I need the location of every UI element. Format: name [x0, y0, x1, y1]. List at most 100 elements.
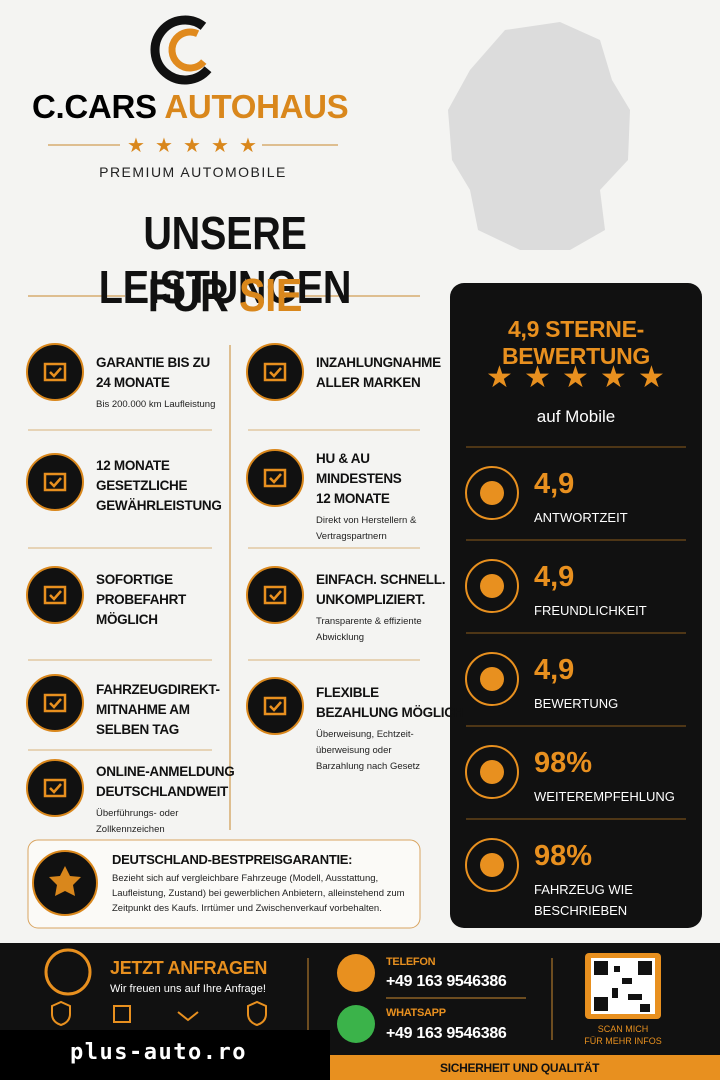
guarantee-text: Bezieht sich auf vergleichbare Fahrzeuge…	[112, 873, 405, 914]
icon	[465, 652, 519, 706]
svg-text:★: ★	[127, 135, 145, 157]
metric-value: 4,9	[534, 468, 575, 500]
rating-heading: 4,9 STERNE-BEWERTUNG	[501, 316, 651, 369]
icon	[43, 585, 67, 605]
icon	[465, 838, 519, 892]
icon	[480, 574, 504, 598]
guarantee-box	[27, 839, 421, 929]
service-title: EINFACH. SCHNELL.	[316, 572, 446, 587]
icon	[263, 585, 287, 605]
svg-text:★: ★	[638, 361, 665, 394]
metric-label: WEITEREMPFEHLUNG	[534, 789, 675, 804]
band-text: SICHERHEIT UND QUALITÄT	[440, 1061, 600, 1075]
rating-panel	[450, 283, 702, 928]
icon	[246, 449, 304, 507]
service-title: FLEXIBLE	[316, 685, 379, 700]
qr-caption: SCAN MICH FÜR MEHR INFOS	[570, 1023, 676, 1047]
map	[448, 22, 630, 250]
brand-part: AUTOHAUS	[164, 88, 349, 125]
service-subtitle: Überweisung, Echtzeit-überweisung oder B…	[316, 729, 421, 772]
service-subtitle: Transparente & effiziente Abwicklung	[316, 616, 422, 643]
dividers	[466, 446, 686, 820]
metric-label: ANTWORTZEIT	[534, 510, 628, 525]
svg-text:★: ★	[211, 135, 229, 157]
service-title: ONLINE-ANMELDUNG	[96, 764, 235, 779]
metric-value: 4,9	[534, 561, 575, 593]
icon	[26, 566, 84, 624]
service-title: MINDESTENS	[316, 471, 402, 486]
icon	[49, 866, 81, 896]
logo	[168, 28, 212, 72]
svg-text:★: ★	[183, 135, 201, 157]
service-subtitle: Direkt von Herstellern & Vertragspartner…	[316, 515, 417, 542]
icon	[246, 677, 304, 735]
icon	[465, 559, 519, 613]
brand-part: C.CARS	[32, 88, 157, 125]
service-title: 12 MONATE	[316, 491, 390, 506]
headline-part: FÜR	[147, 269, 229, 321]
logo	[150, 15, 220, 85]
service-subtitle: Überführungs- oder Zollkennzeichen	[96, 808, 179, 835]
service-title: MÖGLICH	[96, 612, 158, 627]
cta-text: Wir freuen uns auf Ihre Anfrage!	[110, 983, 266, 995]
service-title: SELBEN TAG	[96, 722, 180, 737]
service-title: GEWÄHRLEISTUNG	[96, 498, 222, 513]
icon	[337, 954, 375, 992]
service-title: FAHRZEUGDIREKT-	[96, 682, 220, 697]
icon	[465, 466, 519, 520]
icon	[480, 853, 504, 877]
icon	[337, 1005, 375, 1043]
svg-text:★: ★	[600, 361, 627, 394]
service-title: UNKOMPLIZIERT.	[316, 592, 426, 607]
icon	[480, 667, 504, 691]
watermark: plus-auto.ro	[70, 1040, 247, 1065]
service-subtitle: Bis 200.000 km Laufleistung	[96, 399, 216, 410]
headline: UNSERE LEISTUNGEN	[98, 207, 352, 313]
dividers	[28, 429, 420, 751]
svg-text:★: ★	[486, 361, 513, 394]
icon	[263, 362, 287, 382]
icon	[480, 481, 504, 505]
metric-label: FAHRZEUG WIE BESCHRIEBEN	[534, 882, 633, 918]
service-title: SOFORTIGE	[96, 572, 173, 587]
phone: +49 163 9546386	[386, 973, 507, 990]
icon	[263, 468, 287, 488]
icon	[246, 343, 304, 401]
brand-name: C.CARS AUTOHAUS	[32, 88, 349, 126]
icon	[263, 696, 287, 716]
headline-part: SIE	[239, 269, 303, 321]
metric-value: 4,9	[534, 654, 575, 686]
icon	[26, 759, 84, 817]
service-title: BEZAHLUNG MÖGLICH	[316, 705, 464, 720]
icon	[26, 343, 84, 401]
service-title: PROBEFAHRT	[96, 592, 187, 607]
service-title: GARANTIE BIS ZU	[96, 355, 211, 370]
icons	[51, 1000, 267, 1027]
icon	[26, 674, 84, 732]
icon	[26, 453, 84, 511]
icon	[43, 778, 67, 798]
service-title: 12 MONATE	[96, 458, 170, 473]
service-title: 24 MONATE	[96, 375, 170, 390]
metric-value: 98%	[534, 747, 593, 779]
qr-caption-line: SCAN MICH	[597, 1024, 649, 1034]
service-title: INZAHLUNGNAHME	[316, 355, 441, 370]
icon	[480, 760, 504, 784]
stars: ★ ★ ★ ★ ★	[127, 135, 257, 157]
service-title: GESETZLICHE	[96, 478, 188, 493]
watermark-bg	[0, 1030, 330, 1080]
qr-pattern	[594, 961, 652, 1012]
svg-text:★: ★	[524, 361, 551, 394]
svg-text:★: ★	[562, 361, 589, 394]
stars: ★ ★ ★ ★ ★	[486, 361, 665, 394]
phone-label: TELEFON	[386, 956, 436, 968]
icon	[43, 693, 67, 713]
qr-caption-line: FÜR MEHR INFOS	[584, 1036, 662, 1046]
guarantee-title: DEUTSCHLAND-BESTPREISGARANTIE:	[112, 852, 353, 867]
svg-text:★: ★	[155, 135, 173, 157]
service-title: ALLER MARKEN	[316, 375, 421, 390]
icon	[465, 745, 519, 799]
tagline: PREMIUM AUTOMOBILE	[99, 164, 287, 180]
